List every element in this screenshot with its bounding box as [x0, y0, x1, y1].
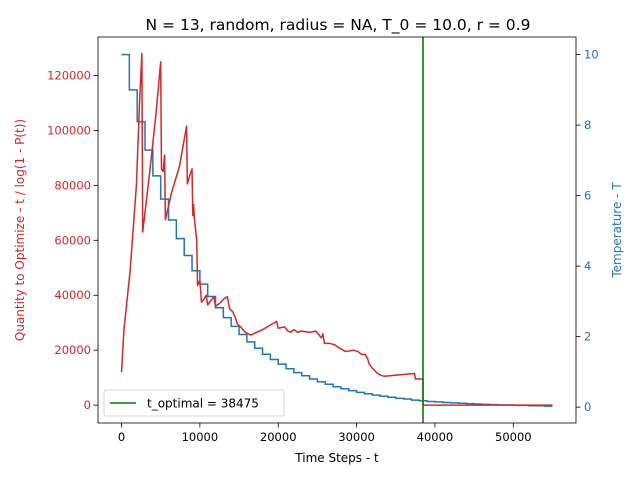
x-axis-label: Time Steps - t — [294, 451, 379, 465]
y-left-tick-label: 120000 — [47, 68, 91, 82]
y-right-tick-label: 8 — [584, 118, 591, 132]
x-tick-label: 10000 — [182, 430, 219, 444]
y-axis-left: 0 20000 40000 60000 80000 100000 120000 — [47, 68, 98, 412]
y-right-tick-label: 2 — [584, 330, 591, 344]
y-axis-right-label: Temperature - T — [610, 182, 624, 279]
y-left-tick-label: 80000 — [54, 178, 91, 192]
quantity-series-layer — [120, 52, 553, 406]
y-left-tick-label: 20000 — [54, 343, 91, 357]
temperature-series-layer — [121, 53, 553, 407]
y-left-tick-label: 60000 — [54, 233, 91, 247]
quantity-series-line — [120, 52, 553, 406]
x-tick-label: 20000 — [260, 430, 297, 444]
x-tick-label: 0 — [118, 430, 125, 444]
y-left-tick-label: 100000 — [47, 123, 91, 137]
temperature-series-line — [121, 53, 553, 407]
y-right-tick-label: 4 — [584, 259, 591, 273]
chart-title: N = 13, random, radius = NA, T_0 = 10.0,… — [146, 16, 531, 35]
legend-box — [103, 389, 285, 417]
y-right-tick-label: 6 — [584, 189, 591, 203]
x-tick-label: 50000 — [495, 430, 532, 444]
legend: t_optimal = 38475 — [103, 389, 285, 417]
y-left-tick-label: 0 — [84, 398, 91, 412]
plot-area — [120, 37, 553, 423]
legend-label-optimal: t_optimal = 38475 — [147, 397, 259, 411]
y-axis-left-label: Quantity to Optimize - t / log(1 - P(t)) — [13, 119, 27, 341]
y-axis-right: 0 2 4 6 8 10 — [576, 48, 599, 414]
x-axis: 0 10000 20000 30000 40000 50000 — [118, 423, 532, 444]
x-tick-label: 40000 — [417, 430, 454, 444]
x-tick-label: 30000 — [338, 430, 375, 444]
y-right-tick-label: 10 — [584, 48, 599, 62]
y-left-tick-label: 40000 — [54, 288, 91, 302]
plot-frame — [97, 36, 577, 424]
y-right-tick-label: 0 — [584, 400, 591, 414]
